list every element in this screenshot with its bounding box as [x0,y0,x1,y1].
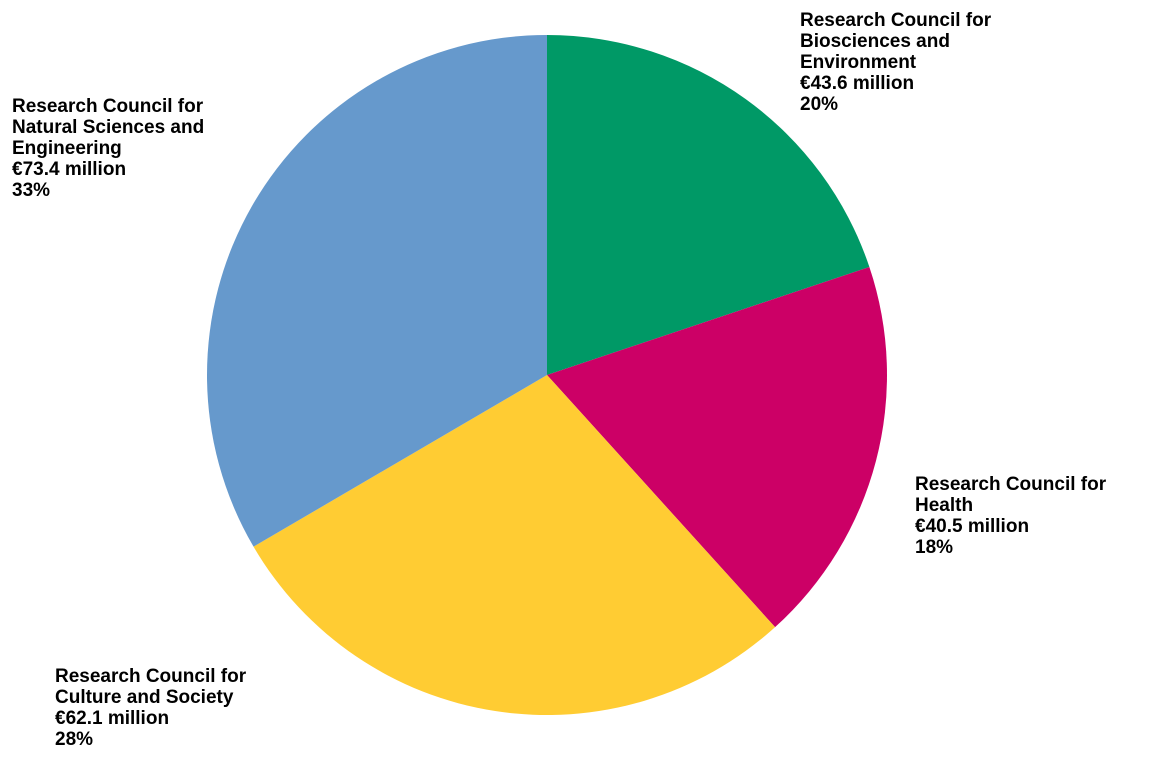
slice-label-line: Research Council for [12,96,204,117]
slice-label-line: Natural Sciences and [12,117,205,138]
slice-label-line: Engineering [12,138,122,159]
pie-slice-health [547,266,887,628]
pie-slice-culture [253,375,776,715]
slice-percent: 33% [12,180,51,201]
slice-amount: €62.1 million [55,708,170,729]
slice-label-biosciences: Research Council for Biosciences and Env… [800,10,991,115]
slice-label-natural: Research Council for Natural Sciences an… [12,96,204,201]
slice-label-line: Biosciences and [800,31,950,52]
slice-amount: €43.6 million [800,73,915,94]
slice-percent: 28% [55,729,94,750]
slice-amount: €40.5 million [915,516,1030,537]
slice-label-line: Research Council for [800,10,992,31]
pie-slice-natural [207,35,547,547]
pie-slice-biosciences [547,35,870,375]
slice-label-culture: Research Council for Culture and Society… [55,666,246,750]
slice-amount: €73.4 million [12,159,127,180]
slice-label-line: Research Council for [915,474,1107,495]
slice-label-health: Research Council for Health €40.5 millio… [915,474,1106,558]
slice-label-line: Culture and Society [55,687,234,708]
slice-label-line: Health [915,495,974,516]
slice-label-line: Environment [800,52,917,73]
slice-percent: 20% [800,94,839,115]
slice-percent: 18% [915,537,954,558]
slice-label-line: Research Council for [55,666,247,687]
